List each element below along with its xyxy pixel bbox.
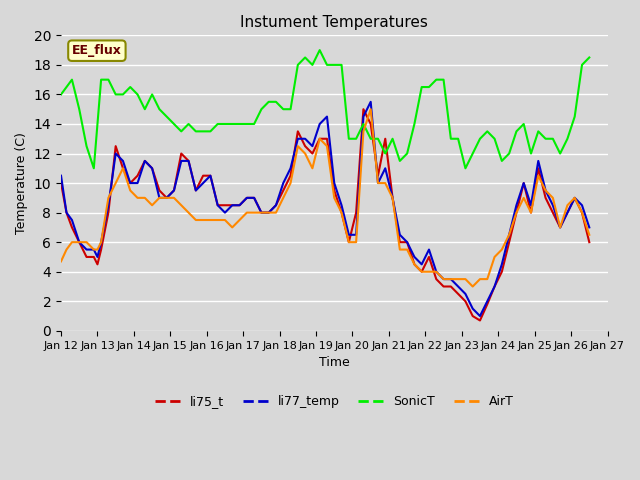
AirT: [506, 232, 513, 238]
AirT: [586, 232, 593, 238]
X-axis label: Time: Time: [319, 356, 349, 369]
AirT: [483, 276, 491, 282]
AirT: [541, 188, 549, 193]
AirT: [461, 276, 469, 282]
Text: EE_flux: EE_flux: [72, 44, 122, 57]
AirT: [469, 284, 477, 289]
li75_t: [476, 318, 484, 324]
li77_temp: [57, 173, 65, 179]
li77_temp: [586, 225, 593, 230]
li77_temp: [506, 232, 513, 238]
SonicT: [506, 151, 513, 156]
Legend: li75_t, li77_temp, SonicT, AirT: li75_t, li77_temp, SonicT, AirT: [150, 390, 518, 413]
li77_temp: [491, 284, 499, 289]
li75_t: [57, 180, 65, 186]
SonicT: [483, 129, 491, 134]
Line: AirT: AirT: [61, 109, 589, 287]
li75_t: [541, 195, 549, 201]
SonicT: [57, 92, 65, 97]
AirT: [93, 247, 101, 252]
AirT: [57, 259, 65, 264]
li77_temp: [476, 313, 484, 319]
AirT: [491, 254, 499, 260]
li75_t: [483, 301, 491, 307]
li77_temp: [93, 254, 101, 260]
li77_temp: [367, 99, 374, 105]
li75_t: [586, 240, 593, 245]
Line: li77_temp: li77_temp: [61, 102, 589, 316]
SonicT: [541, 136, 549, 142]
SonicT: [97, 77, 105, 83]
SonicT: [469, 151, 477, 156]
li77_temp: [541, 188, 549, 193]
SonicT: [316, 47, 324, 53]
AirT: [367, 107, 374, 112]
li77_temp: [461, 291, 469, 297]
li75_t: [93, 262, 101, 267]
SonicT: [586, 55, 593, 60]
SonicT: [90, 166, 98, 171]
li77_temp: [483, 299, 491, 304]
Line: li75_t: li75_t: [61, 109, 589, 321]
Y-axis label: Temperature (C): Temperature (C): [15, 132, 28, 234]
li75_t: [491, 284, 499, 289]
li75_t: [506, 240, 513, 245]
li75_t: [461, 299, 469, 304]
Line: SonicT: SonicT: [61, 50, 589, 168]
li75_t: [360, 107, 367, 112]
SonicT: [491, 136, 499, 142]
Title: Instument Temperatures: Instument Temperatures: [241, 15, 428, 30]
